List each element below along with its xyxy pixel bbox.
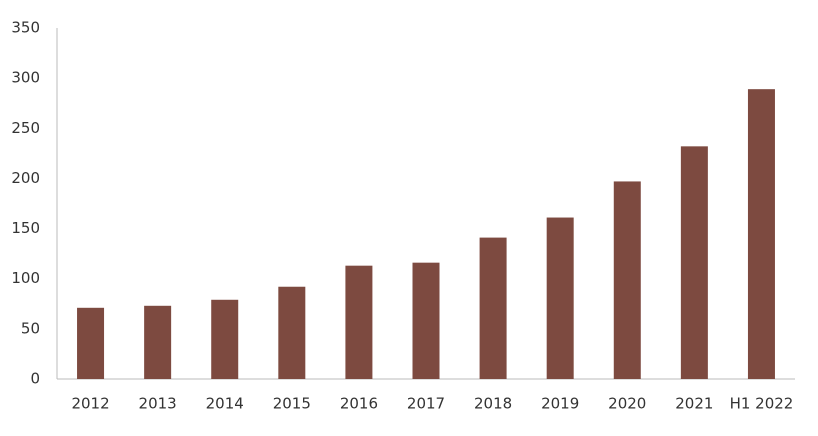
y-tick-label: 350 bbox=[11, 19, 40, 37]
bar bbox=[345, 265, 373, 379]
y-tick-label: 50 bbox=[21, 319, 40, 337]
x-tick-label: 2018 bbox=[474, 395, 512, 413]
x-tick-label: 2014 bbox=[206, 395, 244, 413]
y-tick-label: 150 bbox=[11, 219, 40, 237]
bar bbox=[613, 181, 641, 379]
x-tick-label: 2016 bbox=[340, 395, 378, 413]
x-tick-label: 2019 bbox=[541, 395, 579, 413]
bar bbox=[680, 146, 708, 379]
y-tick-label: 300 bbox=[11, 69, 40, 87]
bar bbox=[412, 262, 440, 379]
x-tick-label: 2017 bbox=[407, 395, 445, 413]
x-tick-label: 2015 bbox=[273, 395, 311, 413]
bar bbox=[144, 305, 172, 379]
x-tick-label: 2020 bbox=[608, 395, 646, 413]
bar bbox=[211, 299, 239, 379]
bar bbox=[546, 217, 574, 379]
x-tick-label: 2012 bbox=[71, 395, 109, 413]
x-tick-label: 2013 bbox=[139, 395, 177, 413]
bar bbox=[747, 89, 775, 379]
y-tick-label: 250 bbox=[11, 119, 40, 137]
bar bbox=[479, 237, 507, 379]
y-tick-label: 100 bbox=[11, 269, 40, 287]
bar bbox=[77, 307, 105, 379]
y-tick-label: 0 bbox=[30, 370, 40, 388]
x-tick-label: H1 2022 bbox=[730, 395, 794, 413]
bar bbox=[278, 286, 306, 379]
x-tick-label: 2021 bbox=[675, 395, 713, 413]
y-tick-label: 200 bbox=[11, 169, 40, 187]
